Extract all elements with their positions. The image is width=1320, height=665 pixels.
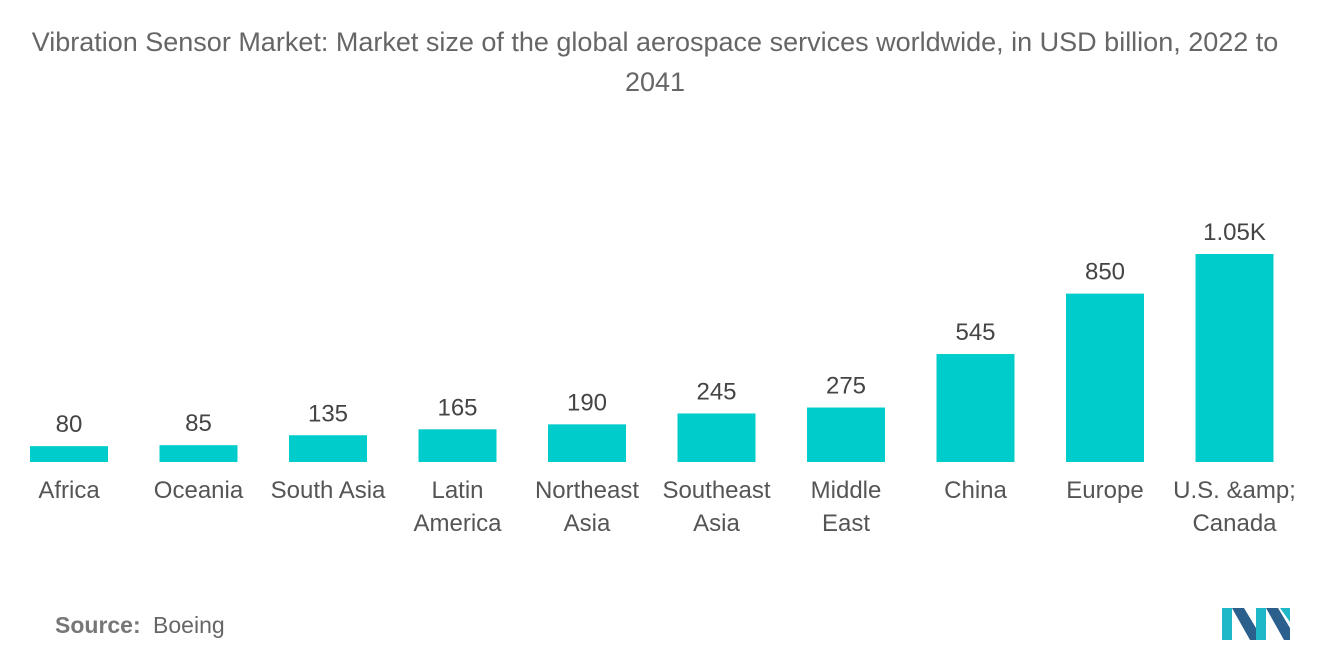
mordor-intelligence-logo-icon [1222, 608, 1290, 640]
source-note: Source: Boeing [55, 612, 225, 639]
bar-chart: 80 Africa 85 Oceania 135 South Asia 165 Latin Am… [30, 219, 1296, 537]
bar-8 [1066, 293, 1144, 462]
bar-0 [30, 446, 108, 462]
value-label-8: 850 [1085, 259, 1125, 286]
value-label-3: 165 [437, 394, 477, 421]
bar-2 [289, 435, 367, 462]
value-label-1: 85 [185, 410, 212, 437]
category-label-3: Latin America [413, 477, 502, 537]
value-label-4: 190 [567, 389, 607, 416]
category-label-0: Africa [38, 477, 100, 504]
bar-1 [159, 445, 238, 462]
source-label: Source: [55, 612, 141, 638]
chart-title: Vibration Sensor Market: Market size of … [31, 27, 1279, 97]
bar-7 [936, 354, 1015, 462]
category-label-5: Southeast Asia [662, 477, 770, 537]
value-label-9: 1.05K [1203, 219, 1266, 246]
category-label-9: U.S. &amp; Canada [1173, 477, 1296, 537]
bar-5 [677, 413, 756, 462]
category-label-1: Oceania [154, 477, 244, 504]
value-label-2: 135 [308, 400, 348, 427]
bar-3 [418, 429, 497, 462]
bar-6 [807, 407, 885, 462]
value-label-0: 80 [56, 411, 83, 438]
value-label-6: 275 [826, 373, 866, 400]
category-label-6: Middle East [811, 477, 882, 537]
value-label-5: 245 [696, 378, 736, 405]
bar-9 [1195, 254, 1274, 462]
bar-4 [548, 424, 626, 462]
category-label-4: Northeast Asia [535, 477, 639, 537]
category-label-2: South Asia [271, 477, 386, 504]
category-label-8: Europe [1066, 477, 1143, 504]
source-value: Boeing [153, 612, 225, 638]
category-label-7: China [944, 477, 1007, 504]
value-label-7: 545 [955, 319, 995, 346]
